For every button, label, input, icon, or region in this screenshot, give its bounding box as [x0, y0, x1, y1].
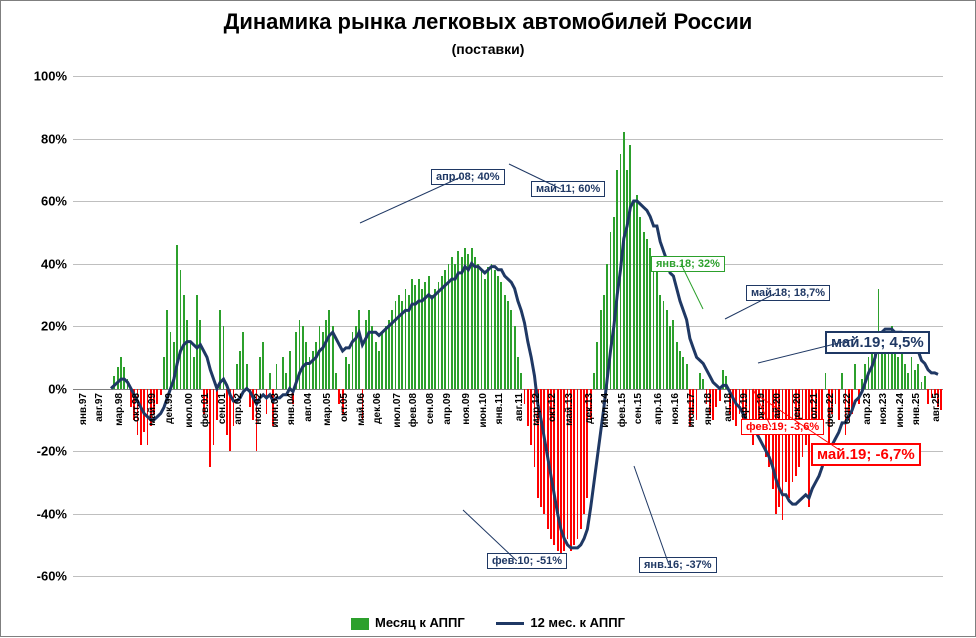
y-axis-label: 60%	[41, 194, 67, 209]
x-axis-label: авг.04	[303, 393, 314, 422]
x-axis-label: окт.12	[547, 393, 558, 422]
x-axis-label: июн.24	[895, 393, 906, 428]
x-axis-label: июл.00	[184, 393, 195, 428]
x-axis-label: июн.03	[270, 393, 281, 428]
legend-line: 12 мес. к АППГ	[496, 615, 625, 630]
x-axis-label: апр.02	[233, 393, 244, 425]
x-axis-label: дек.06	[372, 393, 383, 424]
legend: Месяц к АППГ 12 мес. к АППГ	[1, 615, 975, 630]
x-axis-label: мар.05	[322, 393, 333, 426]
legend-line-label: 12 мес. к АППГ	[530, 615, 625, 630]
chart-title: Динамика рынка легковых автомобилей Росс…	[1, 9, 975, 35]
x-axis-label: янв.04	[286, 393, 297, 425]
x-axis-label: ноя.02	[253, 393, 264, 425]
x-axis-label: май.99	[147, 393, 158, 426]
x-axis-label: июн.17	[686, 393, 697, 428]
chart-subtitle: (поставки)	[1, 41, 975, 57]
x-axis-label: июл.07	[392, 393, 403, 428]
y-axis-label: -20%	[37, 444, 67, 459]
x-axis-label: мар.19	[739, 393, 750, 426]
gridline	[73, 576, 943, 577]
y-axis-label: 0%	[48, 381, 67, 396]
x-axis-label: май.20	[772, 393, 783, 426]
x-axis-label: мар.98	[114, 393, 125, 426]
x-axis-label: янв.11	[494, 393, 505, 424]
x-axis-label: сен.08	[425, 393, 436, 424]
x-axis-label: дек.20	[792, 393, 803, 424]
line-series	[73, 76, 943, 576]
x-axis-label: мар.12	[531, 393, 542, 426]
x-axis-label: фев.08	[408, 393, 419, 427]
y-axis-label: 100%	[34, 69, 67, 84]
plot-area: -60%-40%-20%0%20%40%60%80%100%янв.97авг.…	[73, 76, 943, 576]
x-axis-label: авг.25	[931, 393, 942, 422]
x-axis-label: окт.05	[339, 393, 350, 422]
x-axis-label: сен.15	[633, 393, 644, 424]
x-axis-label: янв.18	[703, 393, 714, 425]
x-axis-label: фев.15	[617, 393, 628, 427]
x-axis-label: июл.14	[600, 393, 611, 428]
y-axis-label: 20%	[41, 319, 67, 334]
x-axis-label: сен.22	[842, 393, 853, 424]
x-axis-label: авг.11	[514, 393, 525, 421]
x-axis-label: авг.18	[723, 393, 734, 422]
x-axis-label: сен.01	[217, 393, 228, 424]
legend-bar-label: Месяц к АППГ	[375, 615, 465, 630]
x-axis-label: авг.97	[94, 393, 105, 422]
y-axis-label: -60%	[37, 569, 67, 584]
x-axis-label: ноя.09	[461, 393, 472, 425]
x-axis-label: ноя.23	[878, 393, 889, 425]
x-axis-label: апр.16	[653, 393, 664, 425]
x-axis-label: дек.99	[164, 393, 175, 424]
x-axis-label: дек.13	[584, 393, 595, 424]
x-axis-label: июн.10	[478, 393, 489, 428]
chart-container: Динамика рынка легковых автомобилей Росс…	[0, 0, 976, 637]
x-axis-label: май.06	[356, 393, 367, 426]
y-axis-label: 80%	[41, 131, 67, 146]
x-axis-label: янв.25	[911, 393, 922, 425]
x-axis-label: май.13	[564, 393, 575, 426]
x-axis-label: апр.09	[442, 393, 453, 425]
x-axis-label: окт.19	[756, 393, 767, 422]
x-axis-label: ноя.16	[670, 393, 681, 425]
legend-bar-swatch	[351, 618, 369, 630]
x-axis-label: окт.98	[131, 393, 142, 422]
y-axis-label: -40%	[37, 506, 67, 521]
y-axis-label: 40%	[41, 256, 67, 271]
x-axis-label: янв.97	[78, 393, 89, 425]
legend-bars: Месяц к АППГ	[351, 615, 465, 630]
legend-line-swatch	[496, 622, 524, 625]
x-axis-label: фев.22	[825, 393, 836, 427]
x-axis-label: фев.01	[200, 393, 211, 427]
x-axis-label: июл.21	[809, 393, 820, 428]
x-axis-label: апр.23	[862, 393, 873, 425]
